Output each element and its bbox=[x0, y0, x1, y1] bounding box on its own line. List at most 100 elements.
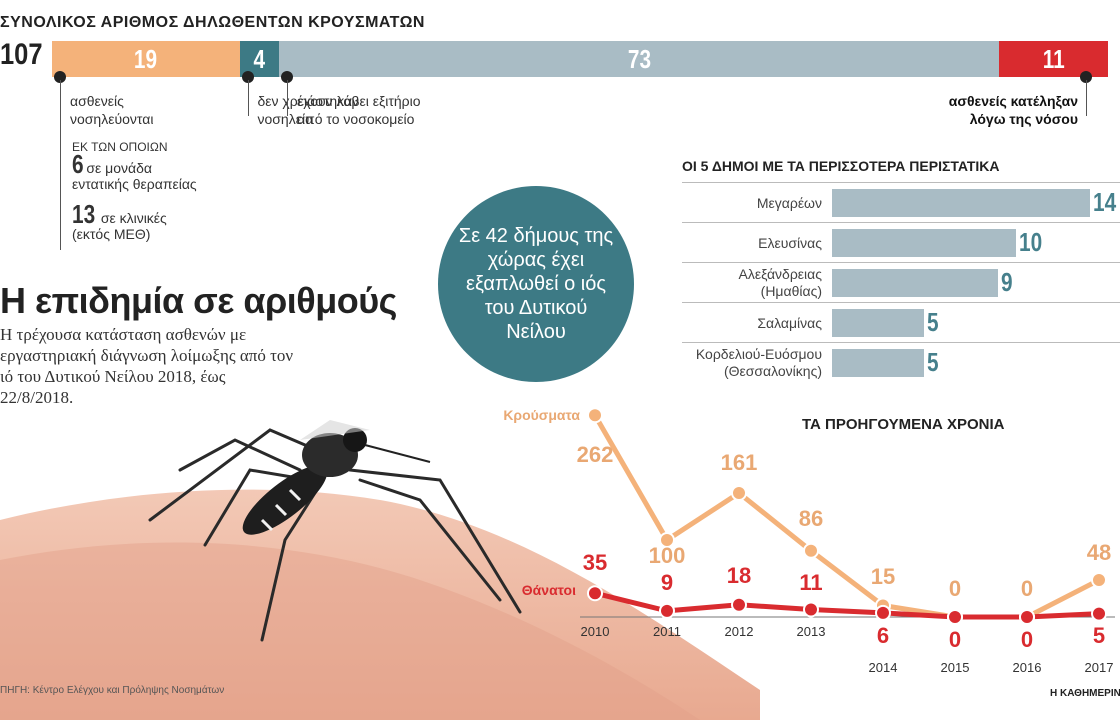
clinic-text-2: (εκτός ΜΕΘ) bbox=[72, 226, 151, 242]
segment-marker bbox=[241, 71, 254, 83]
segment-description: έχουν λάβει εξιτήριο από το νοσοκομείο bbox=[296, 93, 421, 127]
data-label: 262 bbox=[577, 442, 614, 467]
data-label: 18 bbox=[727, 563, 751, 588]
segment-marker bbox=[1080, 71, 1092, 83]
data-point bbox=[1091, 605, 1107, 622]
icu-number: 6 bbox=[72, 149, 84, 179]
x-tick-label: 2014 bbox=[869, 660, 898, 675]
x-tick-label: 2015 bbox=[941, 660, 970, 675]
municipalities-title: ΟΙ 5 ΔΗΜΟΙ ΜΕ ΤΑ ΠΕΡΙΣΣΟΤΕΡΑ ΠΕΡΙΣΤΑΤΙΚΑ bbox=[682, 158, 1000, 174]
sub-note: ΕΚ ΤΩΝ ΟΠΟΙΩΝ bbox=[72, 140, 168, 154]
segment-leader bbox=[1086, 80, 1087, 116]
segment-value: 11 bbox=[1042, 43, 1065, 74]
data-label: 15 bbox=[871, 564, 895, 589]
municipality-name: Μεγαρέων bbox=[756, 194, 822, 211]
data-label: 0 bbox=[1021, 627, 1033, 652]
segment-leader bbox=[247, 80, 249, 116]
municipality-bar bbox=[832, 189, 1090, 217]
callout-text: Σε 42 δήμους της χώρας έχει εξαπλωθεί ο … bbox=[458, 225, 614, 343]
municipality-value: 5 bbox=[927, 347, 939, 377]
row-divider bbox=[682, 262, 1120, 263]
data-point bbox=[803, 542, 819, 559]
data-point bbox=[659, 532, 675, 548]
clinic-text: σε κλινικές bbox=[100, 210, 167, 226]
x-tick-label: 2011 bbox=[653, 624, 681, 639]
data-point bbox=[659, 602, 675, 619]
subheadline: Η τρέχουσα κατάσταση ασθενών με εργαστηρ… bbox=[0, 325, 294, 407]
data-label: 6 bbox=[877, 623, 889, 648]
icu-group: 6 σε μονάδα εντατικής θεραπείας bbox=[72, 149, 197, 192]
row-divider bbox=[682, 182, 1120, 183]
x-tick-label: 2017 bbox=[1085, 660, 1114, 675]
segment-leader bbox=[286, 80, 288, 116]
segment-value: 4 bbox=[253, 43, 266, 74]
data-point bbox=[947, 609, 963, 625]
series-label-cases: Κρούσματα bbox=[503, 407, 580, 423]
segment-marker bbox=[280, 71, 293, 83]
segment-hospitalized: 19 bbox=[52, 41, 240, 77]
data-point bbox=[803, 601, 819, 618]
icu-text-2: εντατικής θεραπείας bbox=[72, 176, 197, 192]
x-tick-label: 2013 bbox=[797, 624, 826, 639]
data-label: 11 bbox=[799, 570, 822, 595]
data-label: 0 bbox=[1021, 576, 1033, 601]
municipalities-callout: Σε 42 δήμους της χώρας έχει εξαπλωθεί ο … bbox=[438, 186, 634, 382]
source-note: ΠΗΓΗ: Κέντρο Ελέγχου και Πρόληψης Νοσημά… bbox=[0, 685, 225, 696]
municipality-name: Κορδελιού-Ευόσμου (Θεσσαλονίκης) bbox=[695, 346, 822, 379]
row-divider bbox=[682, 302, 1120, 303]
data-point bbox=[587, 585, 603, 602]
municipality-bar bbox=[832, 269, 998, 297]
x-tick-label: 2012 bbox=[725, 624, 754, 639]
municipality-value: 10 bbox=[1019, 227, 1043, 257]
icu-text: σε μονάδα bbox=[86, 160, 152, 176]
headline: Η επιδημία σε αριθμούς bbox=[0, 280, 397, 321]
publisher-logo: Η ΚΑΘΗΜΕΡΙΝΗ bbox=[1050, 688, 1120, 699]
data-label: 5 bbox=[1093, 623, 1105, 648]
previous-years-title: ΤΑ ΠΡΟΗΓΟΥΜΕΝΑ ΧΡΟΝΙΑ bbox=[802, 416, 1005, 433]
series-label-deaths: Θάνατοι bbox=[522, 582, 576, 598]
clinic-group: 13 σε κλινικές (εκτός ΜΕΘ) bbox=[72, 199, 167, 242]
municipality-value: 5 bbox=[927, 307, 939, 337]
row-divider bbox=[682, 222, 1120, 223]
data-label: 35 bbox=[583, 550, 607, 575]
municipality-bar bbox=[832, 229, 1017, 257]
data-point bbox=[875, 604, 891, 621]
data-label: 100 bbox=[649, 543, 686, 568]
municipality-value: 14 bbox=[1093, 187, 1117, 217]
clinic-number: 13 bbox=[72, 199, 96, 229]
total-cases-title: ΣΥΝΟΛΙΚΟΣ ΑΡΙΘΜΟΣ ΔΗΛΩΘΕΝΤΩΝ ΚΡΟΥΣΜΑΤΩΝ bbox=[0, 14, 425, 31]
data-label: 0 bbox=[949, 576, 961, 601]
data-point bbox=[587, 407, 603, 424]
data-point bbox=[1019, 609, 1035, 625]
municipality-name: Σαλαμίνας bbox=[757, 314, 822, 331]
x-tick-label: 2016 bbox=[1013, 660, 1042, 675]
segment-description: ασθενείς νοσηλεύονται bbox=[70, 93, 154, 127]
municipality-bar bbox=[832, 349, 925, 377]
segment-marker bbox=[54, 71, 66, 83]
municipality-bar bbox=[832, 309, 925, 337]
segment-description: ασθενείς κατέληξαν λόγω της νόσου bbox=[948, 93, 1078, 127]
data-point bbox=[1091, 572, 1107, 589]
x-tick-label: 2010 bbox=[581, 624, 610, 639]
segment-discharged: 73 bbox=[278, 41, 1000, 77]
data-label: 0 bbox=[949, 627, 961, 652]
data-label: 86 bbox=[799, 506, 823, 531]
total-cases-value: 107 bbox=[0, 38, 43, 71]
segment-leader bbox=[60, 80, 61, 250]
municipality-name: Ελευσίνας bbox=[758, 234, 822, 251]
segment-deceased: 11 bbox=[999, 41, 1108, 77]
segment-value: 19 bbox=[134, 43, 158, 74]
series-line bbox=[594, 590, 1100, 620]
data-point bbox=[731, 485, 747, 502]
municipality-value: 9 bbox=[1000, 267, 1013, 297]
data-label: 9 bbox=[661, 570, 673, 595]
row-divider bbox=[682, 342, 1120, 343]
segment-value: 73 bbox=[627, 43, 651, 74]
data-point bbox=[731, 596, 747, 613]
data-label: 161 bbox=[721, 450, 758, 475]
data-label: 48 bbox=[1087, 540, 1111, 565]
segment-description: δεν χρειάστηκαν νοσηλεία bbox=[257, 93, 360, 127]
municipality-name: Αλεξάνδρειας (Ημαθίας) bbox=[738, 266, 822, 299]
